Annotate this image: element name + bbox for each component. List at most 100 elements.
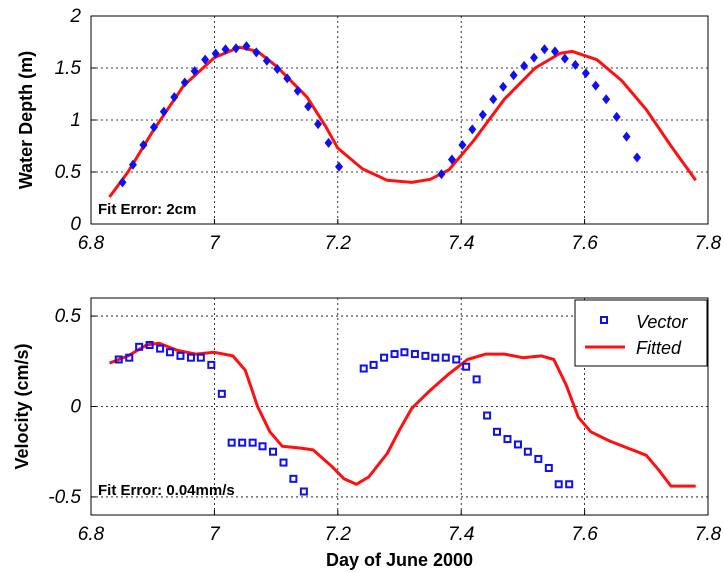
data-marker bbox=[421, 351, 430, 360]
data-marker bbox=[540, 44, 549, 55]
data-marker bbox=[560, 53, 569, 64]
data-marker bbox=[273, 64, 282, 75]
data-marker bbox=[149, 122, 158, 133]
legend-label-fitted: Fitted bbox=[636, 338, 682, 358]
fit-error-annotation: Fit Error: 0.04mm/s bbox=[98, 482, 235, 499]
data-marker bbox=[180, 77, 189, 88]
data-marker bbox=[530, 52, 539, 63]
data-marker bbox=[207, 360, 216, 369]
data-marker bbox=[135, 342, 144, 351]
data-marker bbox=[622, 131, 631, 142]
y-axis-label: Velocity (cm/s) bbox=[12, 343, 32, 469]
water-depth-panel: 6.8 7 7.2 7.4 7.6 7.8 0 0.5 1 1.5 2 Water Depth (m)… bbox=[16, 6, 722, 254]
data-marker bbox=[431, 353, 440, 362]
data-marker bbox=[489, 94, 498, 105]
y-axis-label: Water Depth (m) bbox=[16, 51, 36, 189]
velocity-panel: 6.8 7 7.2 7.4 7.6 7.8 -0.5 0 0.5 Velocity (cm/s) D… bbox=[12, 297, 722, 570]
data-marker bbox=[231, 43, 240, 54]
data-marker bbox=[534, 454, 543, 463]
data-marker bbox=[227, 438, 236, 447]
data-marker bbox=[186, 353, 195, 362]
data-marker bbox=[262, 55, 271, 66]
data-marker bbox=[293, 85, 302, 96]
data-marker bbox=[165, 348, 174, 357]
data-marker bbox=[196, 353, 205, 362]
data-marker bbox=[359, 364, 368, 373]
data-marker bbox=[314, 119, 323, 130]
fitted-line bbox=[108, 45, 697, 198]
data-marker bbox=[509, 70, 518, 81]
data-marker bbox=[571, 59, 580, 70]
data-marker bbox=[468, 124, 477, 135]
x-axis-label: Day of June 2000 bbox=[326, 550, 473, 570]
data-marker bbox=[602, 94, 611, 105]
data-marker bbox=[242, 41, 251, 52]
data-marker bbox=[190, 66, 199, 77]
data-marker bbox=[324, 137, 333, 148]
data-marker bbox=[400, 348, 409, 357]
data-marker bbox=[380, 353, 389, 362]
data-marker bbox=[252, 47, 261, 58]
x-tick-label: 6.8 bbox=[78, 233, 105, 254]
data-marker bbox=[390, 350, 399, 359]
x-tick-label: 7.2 bbox=[325, 233, 352, 254]
data-marker bbox=[217, 389, 226, 398]
data-marker bbox=[633, 152, 642, 163]
fitted-line bbox=[108, 341, 696, 488]
x-tick-label: 7 bbox=[209, 233, 221, 254]
legend-box bbox=[574, 299, 708, 367]
data-marker bbox=[289, 474, 298, 483]
y-tick-label: 0.5 bbox=[55, 162, 82, 183]
y-tick-label: 1 bbox=[70, 110, 81, 131]
data-marker bbox=[211, 48, 220, 59]
data-marker bbox=[437, 169, 446, 180]
y-tick-label: 1.5 bbox=[55, 58, 82, 79]
data-marker bbox=[523, 447, 532, 456]
data-marker bbox=[118, 177, 127, 188]
data-marker bbox=[520, 60, 529, 71]
x-tick-label: 7.6 bbox=[571, 233, 598, 254]
data-marker bbox=[269, 447, 278, 456]
y-tick-label: 0 bbox=[70, 397, 81, 418]
x-tick-label: 7.4 bbox=[448, 524, 474, 545]
data-marker bbox=[299, 487, 308, 496]
data-marker bbox=[565, 480, 574, 489]
data-marker bbox=[503, 435, 512, 444]
data-marker bbox=[238, 438, 247, 447]
data-marker bbox=[462, 362, 471, 371]
data-marker bbox=[156, 344, 165, 353]
data-marker bbox=[581, 68, 590, 79]
data-marker bbox=[550, 46, 559, 57]
data-marker bbox=[125, 353, 134, 362]
data-marker bbox=[369, 360, 378, 369]
data-marker bbox=[221, 44, 230, 55]
data-marker bbox=[145, 341, 154, 350]
y-tick-label: -0.5 bbox=[48, 487, 81, 508]
data-marker bbox=[248, 438, 257, 447]
y-tick-label: 2 bbox=[69, 6, 81, 27]
y-tick-label: 0.5 bbox=[55, 306, 82, 327]
data-marker bbox=[410, 350, 419, 359]
x-tick-label: 7.8 bbox=[695, 233, 722, 254]
x-tick-label: 7.6 bbox=[571, 524, 598, 545]
data-marker bbox=[335, 161, 344, 172]
x-tick-label: 7.2 bbox=[325, 524, 352, 545]
legend-marker-vector bbox=[600, 316, 608, 324]
data-marker bbox=[554, 480, 563, 489]
data-marker bbox=[591, 80, 600, 91]
plot-frame bbox=[90, 15, 709, 225]
x-tick-label: 7.4 bbox=[448, 233, 474, 254]
data-marker bbox=[499, 81, 508, 92]
data-marker bbox=[544, 463, 553, 472]
data-marker bbox=[139, 139, 148, 150]
data-marker bbox=[458, 139, 467, 150]
data-marker bbox=[452, 355, 461, 364]
data-marker bbox=[304, 101, 313, 112]
data-marker bbox=[159, 106, 168, 117]
fit-error-annotation: Fit Error: 2cm bbox=[98, 201, 196, 218]
data-marker bbox=[612, 111, 621, 122]
y-tick-label: 0 bbox=[70, 214, 81, 235]
data-marker bbox=[258, 442, 267, 451]
plot-frame bbox=[90, 297, 709, 516]
